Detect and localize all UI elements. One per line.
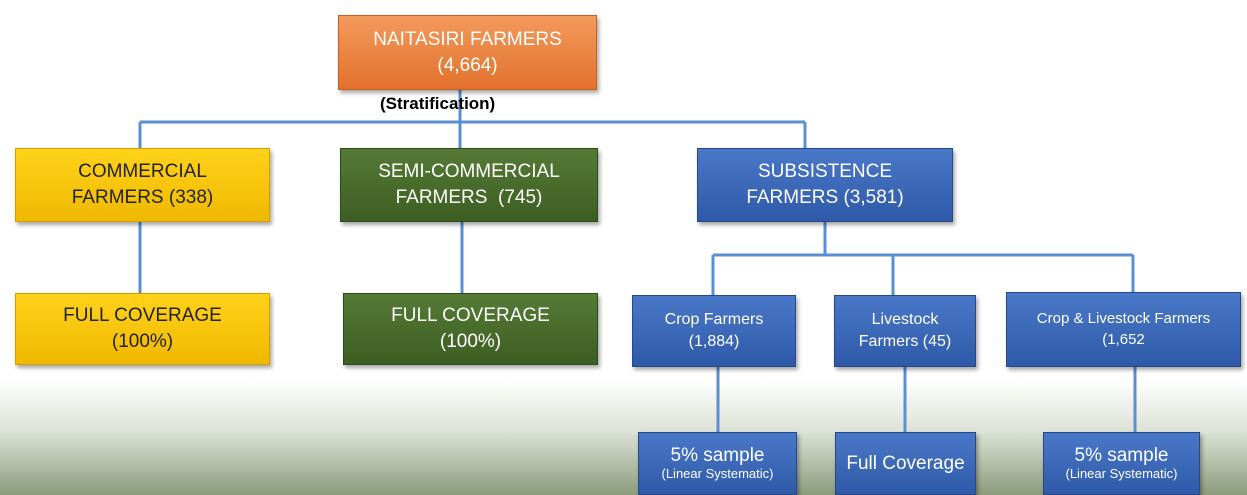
node-label: Farmers (45) — [859, 331, 951, 353]
sample-node: Full Coverage — [835, 432, 976, 495]
subgroup-node: Crop & Livestock Farmers (1,652 — [1006, 292, 1241, 367]
node-label: (1,884) — [689, 331, 740, 353]
node-label: 5% sample — [671, 445, 765, 467]
node-label: (Linear Systematic) — [1066, 467, 1178, 482]
node-label: Livestock — [872, 309, 939, 331]
coverage-node: FULL COVERAGE (100%) — [15, 293, 270, 365]
root-node: NAITASIRI FARMERS (4,664) — [338, 15, 597, 90]
node-label: SUBSISTENCE — [758, 159, 892, 185]
node-label: (1,652 — [1102, 330, 1145, 350]
sample-node: 5% sample (Linear Systematic) — [1043, 432, 1200, 495]
node-label: COMMERCIAL — [78, 159, 207, 185]
page: {"root": {"lines": ["NAITASIRI FARMERS",… — [0, 0, 1247, 495]
node-label: (Linear Systematic) — [662, 467, 774, 482]
node-label: Crop & Livestock Farmers — [1037, 309, 1210, 329]
node-label: FULL COVERAGE — [391, 303, 550, 329]
node-label: Crop Farmers — [665, 309, 764, 331]
node-label: 5% sample — [1075, 445, 1169, 467]
node-label: Full Coverage — [846, 451, 964, 477]
node-label: SEMI-COMMERCIAL — [378, 159, 560, 185]
node-label: (4,664) — [437, 53, 497, 79]
subgroup-node: Crop Farmers (1,884) — [632, 295, 796, 367]
node-label: FARMERS (745) — [396, 185, 543, 211]
subgroup-node: Livestock Farmers (45) — [834, 295, 976, 367]
stratum-node: SUBSISTENCE FARMERS (3,581) — [697, 148, 953, 222]
coverage-node: FULL COVERAGE (100%) — [343, 293, 598, 365]
node-label: NAITASIRI FARMERS — [373, 27, 562, 53]
stratum-node: SEMI-COMMERCIAL FARMERS (745) — [340, 148, 598, 222]
node-label: FARMERS (338) — [72, 185, 213, 211]
sample-node: 5% sample (Linear Systematic) — [638, 432, 797, 495]
connectors — [0, 0, 1247, 495]
node-label: (100%) — [112, 329, 173, 355]
node-label: FULL COVERAGE — [63, 303, 222, 329]
node-label: (100%) — [440, 329, 501, 355]
stratum-node: COMMERCIAL FARMERS (338) — [15, 148, 270, 222]
annotation: (Stratification) — [380, 94, 495, 114]
node-label: FARMERS (3,581) — [746, 185, 903, 211]
